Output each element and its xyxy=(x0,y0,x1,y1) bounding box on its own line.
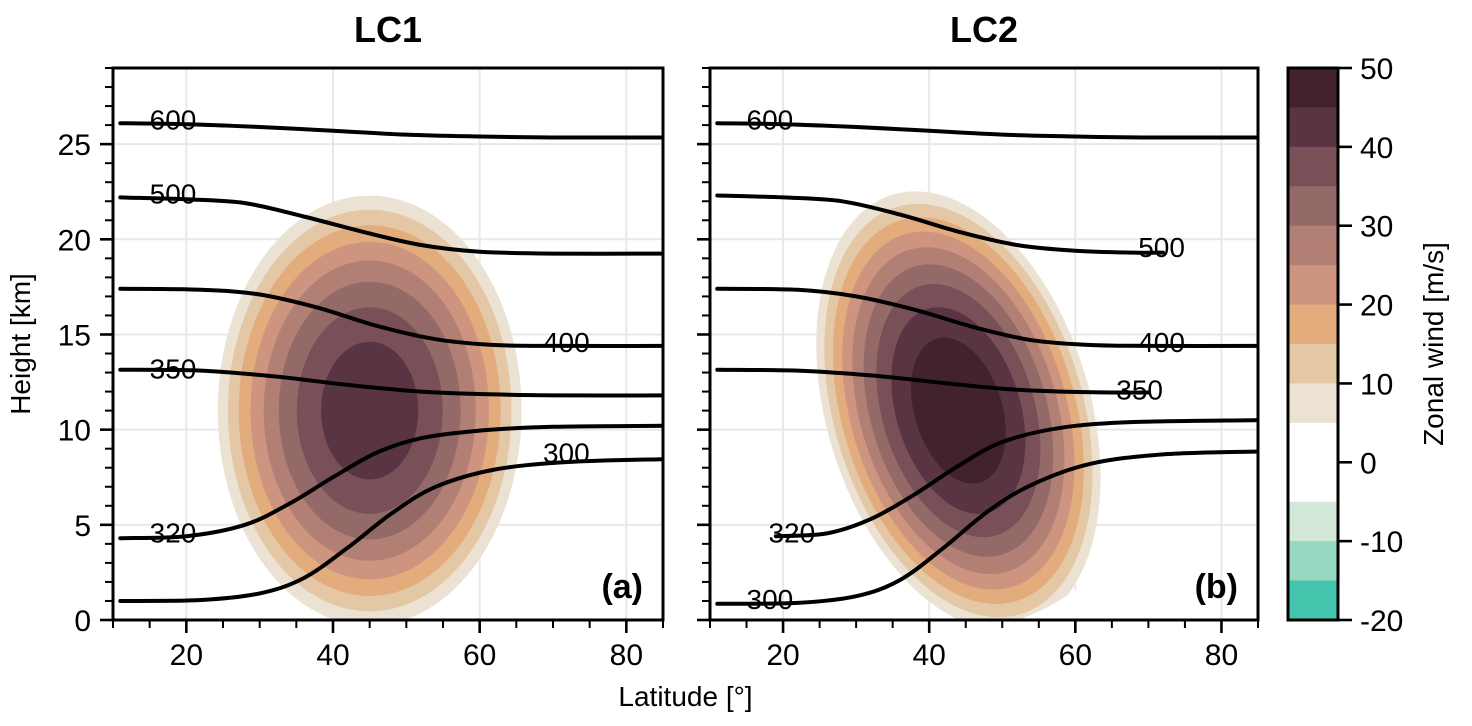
isentrope-400 xyxy=(715,286,1258,348)
y-axis-ticks: 0 5 10 15 20 25 xyxy=(58,67,113,638)
isentrope-300 xyxy=(715,449,1258,606)
isentrope-line-500 xyxy=(715,193,1165,255)
isentrope-600 xyxy=(715,121,1258,140)
isentrope-400 xyxy=(118,286,663,348)
isentrope-line-350 xyxy=(118,367,663,398)
colorbar: 50 40 30 20 10 0 -10 -20 xyxy=(1286,53,1403,638)
panel-frame xyxy=(708,66,1260,622)
isentrope-320 xyxy=(118,457,663,603)
colorbar-band-8 xyxy=(1288,383,1338,424)
colorbar-tick-label-50: 50 xyxy=(1360,53,1393,86)
isentrope-600 xyxy=(118,121,663,140)
x-axis-label: Latitude [°] xyxy=(618,681,752,712)
colorbar-band-11 xyxy=(1288,501,1338,542)
isentrope-label-500: 500 xyxy=(150,179,197,210)
isentrope-line-500 xyxy=(118,195,663,256)
isentrope-line-300 xyxy=(118,423,663,541)
isentrope-label-300: 300 xyxy=(747,584,794,615)
isentrope-line-400 xyxy=(715,286,1258,348)
colorbar-tick-label--10: -10 xyxy=(1360,526,1403,559)
colorbar-band-9 xyxy=(1288,422,1338,463)
x-tick-label-40: 40 xyxy=(316,639,349,672)
colorbar-band-7 xyxy=(1288,344,1338,385)
colorbar-band-0 xyxy=(1288,68,1338,109)
isentrope-500 xyxy=(715,193,1165,255)
x-axis-ticks: 20 40 60 80 xyxy=(709,620,1259,672)
colorbar-band-10 xyxy=(1288,462,1338,503)
colorbar-band-2 xyxy=(1288,146,1338,187)
isentrope-350 xyxy=(715,367,1151,395)
isentrope-label-400: 400 xyxy=(543,327,590,358)
colorbar-band-6 xyxy=(1288,304,1338,345)
isentrope-label-320: 320 xyxy=(768,517,815,548)
colorbar-tick-label-20: 20 xyxy=(1360,290,1393,323)
y-tick-label-10: 10 xyxy=(58,415,91,448)
isentrope-line-320 xyxy=(773,418,1258,539)
colorbar-tick-label-10: 10 xyxy=(1360,368,1393,401)
isentrope-label-320: 320 xyxy=(150,517,197,548)
panel-frame xyxy=(111,66,665,622)
wind-shading xyxy=(816,191,1153,620)
isentrope-300 xyxy=(118,423,663,541)
wind-contour-band-40 xyxy=(321,341,419,480)
wind-contour-band-50 xyxy=(950,389,967,417)
panel-title-lc1: LC1 xyxy=(354,9,422,50)
colorbar-band-1 xyxy=(1288,107,1338,148)
colorbar-band-4 xyxy=(1288,225,1338,266)
x-tick-label-80: 80 xyxy=(610,639,643,672)
isentrope-350 xyxy=(118,367,663,398)
isentrope-label-350: 350 xyxy=(1116,375,1163,406)
isentrope-320 xyxy=(773,418,1258,539)
panel-letter-b: (b) xyxy=(1195,568,1238,606)
colorbar-band-13 xyxy=(1288,580,1338,621)
isentrope-label-600: 600 xyxy=(150,104,197,135)
isentrope-500 xyxy=(118,195,663,256)
colorbar-band-3 xyxy=(1288,186,1338,227)
x-tick-label-80: 80 xyxy=(1205,639,1238,672)
isentrope-line-320 xyxy=(118,457,663,603)
panel-letter-a: (a) xyxy=(601,568,643,606)
panel-title-lc2: LC2 xyxy=(950,9,1018,50)
easterly-contour-band-inner xyxy=(1053,589,1144,620)
x-axis-ticks: 20 40 60 80 xyxy=(112,620,664,672)
colorbar-tick-label-40: 40 xyxy=(1360,132,1393,165)
x-tick-label-60: 60 xyxy=(1059,639,1092,672)
wind-shading xyxy=(217,195,522,620)
isentrope-line-350 xyxy=(715,367,1151,395)
isentrope-label-400: 400 xyxy=(1138,327,1185,358)
x-tick-label-60: 60 xyxy=(463,639,496,672)
isentrope-line-300 xyxy=(715,449,1258,606)
colorbar-tick-label--20: -20 xyxy=(1360,605,1403,638)
y-tick-label-5: 5 xyxy=(74,510,91,543)
isentrope-label-500: 500 xyxy=(1138,232,1185,263)
x-tick-label-20: 20 xyxy=(766,639,799,672)
x-tick-label-40: 40 xyxy=(913,639,946,672)
colorbar-tick-label-30: 30 xyxy=(1360,211,1393,244)
isentrope-line-400 xyxy=(118,286,663,348)
colorbar-band-5 xyxy=(1288,265,1338,306)
isentropes: 600 500 400 350 320 300 xyxy=(715,104,1258,615)
isentrope-label-350: 350 xyxy=(150,354,197,385)
y-axis-ticks xyxy=(697,67,710,622)
isentrope-label-600: 600 xyxy=(747,104,794,135)
isentrope-line-600 xyxy=(118,121,663,140)
panel-lc2: LC2 600 500 400 350 320 300 20 40 60 80 (b) xyxy=(697,9,1260,672)
y-tick-label-15: 15 xyxy=(58,319,91,352)
colorbar-tick-label-0: 0 xyxy=(1360,447,1377,480)
y-tick-label-20: 20 xyxy=(58,224,91,257)
y-tick-label-0: 0 xyxy=(74,605,91,638)
colorbar-band-12 xyxy=(1288,541,1338,582)
colorbar-frame xyxy=(1286,66,1340,622)
x-tick-label-20: 20 xyxy=(170,639,203,672)
y-tick-label-25: 25 xyxy=(58,129,91,162)
isentrope-line-600 xyxy=(715,121,1258,140)
colorbar-label: Zonal wind [m/s] xyxy=(1418,242,1449,446)
y-axis-label: Height [km] xyxy=(5,273,36,415)
